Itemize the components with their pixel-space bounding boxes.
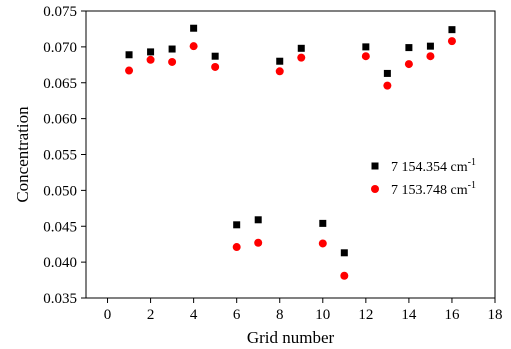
x-tick-label: 10	[315, 307, 330, 323]
data-point-circle	[297, 53, 306, 62]
data-points	[125, 24, 456, 280]
data-point-square	[254, 216, 262, 224]
data-point-square	[448, 26, 456, 34]
x-tick-label: 8	[276, 307, 284, 323]
data-point-circle	[447, 37, 456, 46]
data-point-square	[319, 219, 327, 227]
legend-label: 7 154.354 cm-1	[391, 157, 476, 175]
data-point-circle	[383, 81, 392, 90]
data-point-square	[190, 24, 198, 32]
legend-marker-circle	[371, 185, 379, 193]
data-point-circle	[318, 239, 327, 248]
data-point-circle	[146, 55, 155, 64]
y-axis-title: Concentration	[13, 106, 32, 203]
x-tick-label: 16	[444, 307, 460, 323]
x-axis: 0 2 4 6 8 10 12 14 16 18	[104, 298, 503, 323]
y-tick-label: 0.055	[43, 148, 77, 164]
y-tick-label: 0.040	[43, 255, 77, 271]
x-tick-label: 4	[190, 307, 198, 323]
x-tick-label: 2	[147, 307, 155, 323]
data-point-circle	[232, 243, 241, 252]
data-point-square	[340, 249, 348, 257]
y-tick-label: 0.035	[43, 291, 77, 307]
data-point-square	[211, 52, 219, 60]
x-tick-label: 14	[401, 307, 417, 323]
data-point-circle	[340, 271, 349, 280]
data-point-square	[405, 44, 413, 52]
x-tick-label: 12	[358, 307, 373, 323]
x-tick-label: 0	[104, 307, 112, 323]
legend: 7 154.354 cm-1 7 153.748 cm-1	[371, 157, 476, 198]
data-point-square	[362, 43, 370, 51]
data-point-circle	[404, 60, 413, 69]
y-axis: 0.035 0.040 0.045 0.050 0.055 0.060 0.065 0.070…	[43, 4, 86, 307]
data-point-square	[297, 44, 305, 52]
y-tick-label: 0.070	[43, 40, 77, 56]
data-point-circle	[426, 52, 435, 61]
data-point-square	[147, 48, 155, 56]
x-axis-title: Grid number	[247, 328, 335, 347]
legend-label: 7 153.748 cm-1	[391, 180, 476, 198]
data-point-circle	[125, 66, 134, 75]
data-point-square	[383, 69, 391, 77]
data-point-square	[426, 42, 434, 50]
legend-marker-square	[371, 162, 379, 170]
y-tick-label: 0.060	[43, 112, 77, 128]
data-point-square	[233, 221, 241, 229]
data-point-circle	[361, 52, 370, 61]
data-point-circle	[254, 238, 263, 247]
y-tick-label: 0.075	[43, 4, 77, 20]
y-tick-label: 0.050	[43, 183, 77, 199]
data-point-circle	[168, 57, 177, 66]
x-tick-label: 6	[233, 307, 241, 323]
data-point-circle	[275, 67, 284, 76]
data-point-circle	[211, 62, 220, 71]
y-tick-label: 0.045	[43, 219, 77, 235]
data-point-square	[276, 57, 284, 65]
x-tick-label: 18	[488, 307, 503, 323]
y-tick-label: 0.065	[43, 76, 77, 92]
data-point-square	[125, 51, 133, 59]
data-point-circle	[189, 42, 198, 51]
data-point-square	[168, 45, 176, 53]
